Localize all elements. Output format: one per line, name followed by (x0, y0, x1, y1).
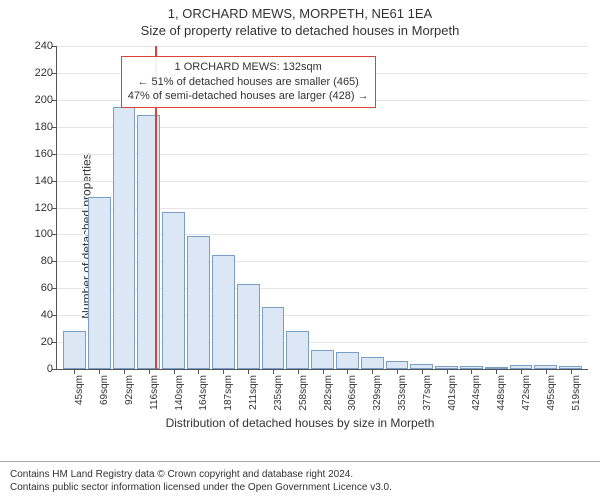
annotation-line: 1 ORCHARD MEWS: 132sqm (128, 60, 369, 75)
y-tick-label: 140 (35, 175, 57, 187)
y-tick-label: 220 (35, 67, 57, 79)
x-tick-mark (198, 369, 199, 374)
x-tick-label: 306sqm (347, 375, 358, 411)
x-axis-label: Distribution of detached houses by size … (0, 416, 600, 430)
x-tick-label: 401sqm (447, 375, 458, 411)
x-tick-label: 377sqm (422, 375, 433, 411)
x-tick-label: 472sqm (521, 375, 532, 411)
x-tick-label: 140sqm (174, 375, 185, 411)
histogram-bar (485, 367, 508, 369)
histogram-bar (361, 357, 384, 369)
x-tick-mark (323, 369, 324, 374)
page-subtitle: Size of property relative to detached ho… (0, 23, 600, 40)
x-tick-label: 211sqm (248, 375, 259, 410)
x-tick-mark (223, 369, 224, 374)
histogram-bar (237, 284, 260, 369)
x-tick-mark (372, 369, 373, 374)
footer-line-1: Contains HM Land Registry data © Crown c… (10, 468, 590, 481)
y-tick-label: 180 (35, 121, 57, 133)
x-tick-label: 164sqm (198, 375, 209, 411)
y-tick-label: 240 (35, 40, 57, 52)
histogram-bar (410, 364, 433, 369)
x-tick-label: 258sqm (298, 375, 309, 411)
annotation-line: 47% of semi-detached houses are larger (… (128, 89, 369, 104)
x-tick-label: 45sqm (74, 375, 85, 405)
histogram-bar (113, 107, 136, 369)
x-tick-label: 329sqm (372, 375, 383, 411)
histogram-bar (88, 197, 111, 369)
page-root: 1, ORCHARD MEWS, MORPETH, NE61 1EA Size … (0, 0, 600, 500)
x-tick-label: 448sqm (496, 375, 507, 411)
x-tick-mark (74, 369, 75, 374)
y-tick-label: 60 (41, 282, 57, 294)
histogram-bar (534, 365, 557, 369)
x-tick-mark (124, 369, 125, 374)
histogram-bar (386, 361, 409, 369)
histogram-bar (336, 352, 359, 369)
x-tick-label: 116sqm (149, 375, 160, 410)
x-tick-label: 424sqm (471, 375, 482, 411)
x-tick-mark (347, 369, 348, 374)
x-tick-mark (521, 369, 522, 374)
page-title: 1, ORCHARD MEWS, MORPETH, NE61 1EA (0, 0, 600, 23)
x-tick-label: 235sqm (273, 375, 284, 411)
x-tick-label: 495sqm (546, 375, 557, 411)
plot-area: 45sqm69sqm92sqm116sqm140sqm164sqm187sqm2… (56, 46, 588, 370)
x-tick-label: 282sqm (323, 375, 334, 411)
chart-container: Number of detached properties 45sqm69sqm… (0, 42, 600, 430)
x-tick-mark (248, 369, 249, 374)
y-tick-label: 80 (41, 255, 57, 267)
x-tick-mark (149, 369, 150, 374)
histogram-bar (559, 366, 582, 369)
histogram-bar (510, 365, 533, 369)
y-tick-label: 120 (35, 202, 57, 214)
x-tick-mark (447, 369, 448, 374)
x-tick-mark (571, 369, 572, 374)
histogram-bar (187, 236, 210, 369)
x-tick-label: 519sqm (571, 375, 582, 411)
y-tick-label: 100 (35, 228, 57, 240)
x-tick-label: 187sqm (223, 375, 234, 411)
x-tick-label: 69sqm (99, 375, 110, 405)
x-tick-mark (471, 369, 472, 374)
x-tick-mark (546, 369, 547, 374)
y-tick-label: 20 (41, 336, 57, 348)
y-tick-label: 0 (47, 363, 57, 375)
x-tick-mark (174, 369, 175, 374)
x-tick-label: 353sqm (397, 375, 408, 411)
y-tick-label: 160 (35, 148, 57, 160)
histogram-bar (460, 366, 483, 369)
x-tick-mark (397, 369, 398, 374)
histogram-bar (311, 350, 334, 369)
x-tick-mark (273, 369, 274, 374)
histogram-bar (63, 331, 86, 369)
y-tick-label: 200 (35, 94, 57, 106)
histogram-bar (286, 331, 309, 369)
y-tick-label: 40 (41, 309, 57, 321)
footer-line-2: Contains public sector information licen… (10, 481, 590, 494)
x-tick-mark (496, 369, 497, 374)
x-tick-mark (422, 369, 423, 374)
x-tick-mark (99, 369, 100, 374)
x-tick-label: 92sqm (124, 375, 135, 405)
histogram-bar (162, 212, 185, 369)
annotation-line: ← 51% of detached houses are smaller (46… (128, 75, 369, 90)
histogram-bar (435, 366, 458, 369)
x-tick-mark (298, 369, 299, 374)
attribution-footer: Contains HM Land Registry data © Crown c… (0, 461, 600, 494)
histogram-bar (212, 255, 235, 369)
annotation-box: 1 ORCHARD MEWS: 132sqm← 51% of detached … (121, 56, 376, 109)
histogram-bar (262, 307, 285, 369)
